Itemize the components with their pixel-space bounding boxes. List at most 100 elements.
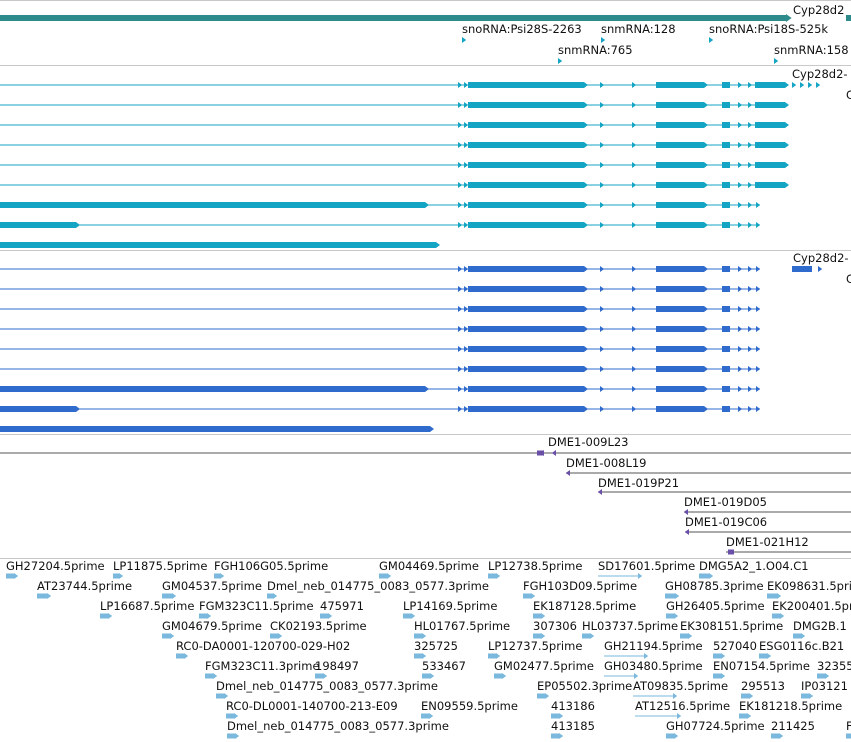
est-arrow	[496, 573, 501, 579]
est-label[interactable]: 325725	[414, 639, 458, 653]
est-label[interactable]: EK187128.5prime	[533, 599, 637, 613]
est-label[interactable]: 475971	[320, 599, 364, 613]
est-label[interactable]: RC0-DL0001-140700-213-E09	[226, 699, 398, 713]
exon-arrowhead	[704, 366, 708, 372]
snorna-mark	[709, 37, 714, 43]
est-label[interactable]: LP16687.5prime	[100, 599, 195, 613]
exon-arrowhead	[584, 122, 588, 128]
exon-arrowhead	[704, 202, 708, 208]
clone-label[interactable]: DME1-019C06	[685, 515, 768, 529]
transcript-label[interactable]: Cyp28d2-	[793, 251, 849, 265]
exon-arrowhead	[704, 266, 708, 272]
est-label[interactable]: EP05502.3prime	[537, 679, 633, 693]
strand-arrow	[600, 82, 605, 88]
est-label[interactable]: FGH106G05.5prime	[214, 559, 329, 573]
est-label[interactable]: 413186	[551, 699, 595, 713]
snorna-label[interactable]: snmRNA:765	[558, 43, 633, 57]
est-label[interactable]: GH07724.5prime	[666, 719, 765, 733]
est-label[interactable]: HL01767.5prime	[414, 619, 511, 633]
strand-arrow	[748, 82, 753, 88]
clone-label[interactable]: DME1-008L19	[566, 456, 647, 470]
clone-label[interactable]: DME1-019D05	[684, 495, 767, 509]
clone-label[interactable]: DME1-021H12	[726, 535, 809, 549]
est-label[interactable]: 295513	[741, 679, 785, 693]
est-label[interactable]: DMG2B.1	[793, 619, 847, 633]
est-label[interactable]: LP14169.5prime	[403, 599, 498, 613]
est-arrow	[411, 613, 416, 619]
est-label[interactable]: FGM323C11.5prime	[199, 599, 314, 613]
exon-block	[755, 142, 785, 148]
est-label[interactable]: DMG5A2_1.O04.C1	[699, 559, 809, 573]
est-label[interactable]: GH26405.5prime	[666, 599, 765, 613]
transcript-label[interactable]: Cyp28d2-	[792, 67, 848, 81]
exon-arrowhead	[584, 346, 588, 352]
strand-arrow	[458, 406, 463, 412]
exon-arrowhead	[584, 306, 588, 312]
est-label[interactable]: AT12516.5prime	[635, 699, 731, 713]
exon-arrowhead	[704, 122, 708, 128]
clone-label[interactable]: DME1-019P21	[598, 476, 680, 490]
est-label[interactable]: EK200401.5prime	[772, 599, 851, 613]
est-label[interactable]: ESG0116c.B21	[759, 639, 845, 653]
strand-arrow	[748, 182, 753, 188]
est-label[interactable]: LP11875.5prime	[113, 559, 208, 573]
est-label[interactable]: AT23744.5prime	[37, 579, 133, 593]
est-label[interactable]: GH27204.5prime	[6, 559, 105, 573]
est-label[interactable]: 307306	[533, 619, 577, 633]
est-label[interactable]: FGH103D09.5prime	[523, 579, 638, 593]
est-label[interactable]: EK308151.5prime	[680, 619, 784, 633]
gene-label[interactable]: Cyp28d2	[793, 3, 845, 17]
est-label[interactable]: 32355	[817, 659, 851, 673]
est-label[interactable]: CK02193.5prime	[270, 619, 367, 633]
est-arrow	[780, 613, 785, 619]
est-label[interactable]: Dmel_neb_014775_0083_0577.3prime	[216, 679, 438, 693]
est-label[interactable]: 413185	[551, 719, 595, 733]
exon-arrowhead	[785, 122, 789, 128]
est-label[interactable]: GM02477.5prime	[494, 659, 594, 673]
est-block	[771, 733, 779, 739]
track-separator	[0, 65, 851, 66]
snorna-label[interactable]: snoRNA:Psi28S-2263	[462, 22, 582, 36]
est-label[interactable]: GH21194.5prime	[604, 639, 703, 653]
snorna-label[interactable]: snmRNA:128	[601, 22, 676, 36]
est-label[interactable]: SD17601.5prime	[598, 559, 696, 573]
est-label[interactable]: GH08785.3prime	[665, 579, 764, 593]
est-label[interactable]: Dmel_neb_014775_0083_0577.3prime	[267, 579, 489, 593]
est-label[interactable]: GH03480.5prime	[604, 659, 703, 673]
exon-block	[0, 426, 430, 432]
snorna-label[interactable]: snoRNA:Psi18S-525k	[709, 22, 829, 36]
est-label[interactable]: 533467	[422, 659, 466, 673]
est-label[interactable]: EK098631.5prime	[767, 579, 851, 593]
est-label[interactable]: LP12738.5prime	[488, 559, 583, 573]
strand-arrow	[632, 142, 637, 148]
transcript-label[interactable]: C	[846, 272, 851, 286]
strand-arrow	[600, 306, 605, 312]
strand-arrow	[600, 326, 605, 332]
exon-arrowhead	[584, 182, 588, 188]
est-label[interactable]: Dmel_neb_014775_0083_0577.3prime	[227, 719, 449, 733]
est-label[interactable]: 211425	[771, 719, 815, 733]
est-arrow	[559, 713, 564, 719]
est-label[interactable]: 198497	[315, 659, 359, 673]
strand-arrow	[748, 406, 753, 412]
est-label[interactable]: AT09835.5prime	[633, 679, 729, 693]
transcript-label[interactable]: C	[846, 88, 851, 102]
est-label[interactable]: HL03737.5prime	[582, 619, 679, 633]
est-label[interactable]: GM04679.5prime	[162, 619, 262, 633]
est-label[interactable]: EN09559.5prime	[421, 699, 518, 713]
snorna-label[interactable]: snmRNA:158	[774, 43, 849, 57]
est-label[interactable]: EK181218.5prime	[739, 699, 843, 713]
est-label[interactable]: EN07154.5prime	[713, 659, 810, 673]
est-label[interactable]: F	[846, 719, 851, 733]
est-label[interactable]: LP12737.5prime	[488, 639, 583, 653]
strand-arrow	[464, 222, 469, 228]
est-label[interactable]: FGM323C11.3prime	[205, 659, 320, 673]
est-label[interactable]: IP03121	[801, 679, 848, 693]
est-label[interactable]: GM04537.5prime	[162, 579, 262, 593]
est-label[interactable]: 527040	[713, 639, 757, 653]
est-label[interactable]: RC0-DA0001-120700-029-H02	[176, 639, 351, 653]
est-label[interactable]: GM04469.5prime	[379, 559, 479, 573]
exon-arrowhead	[436, 242, 440, 248]
clone-label[interactable]: DME1-009L23	[548, 435, 629, 449]
